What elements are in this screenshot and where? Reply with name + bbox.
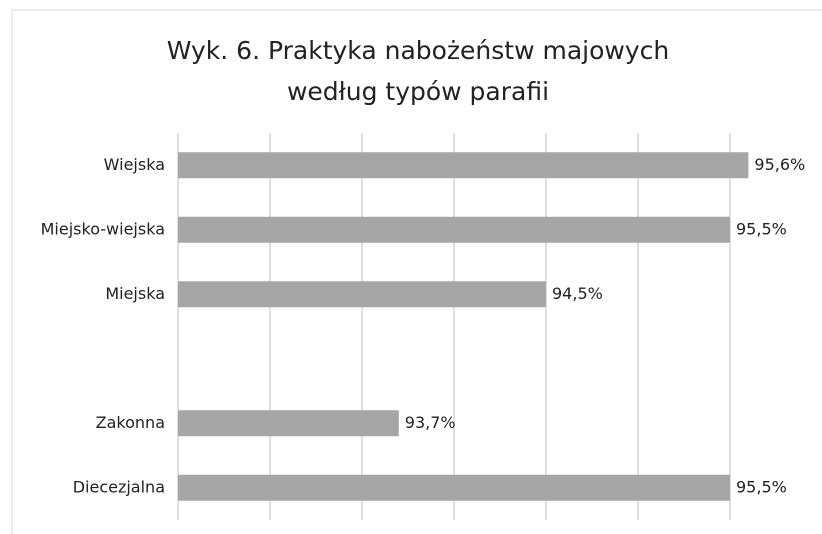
value-label: 95,5% [736, 477, 787, 496]
value-label: 95,5% [736, 219, 787, 238]
y-tick-label: Wiejska [104, 155, 165, 174]
y-tick-label: Diecezjalna [73, 477, 165, 496]
y-tick-label: Zakonna [96, 413, 165, 432]
value-label: 93,7% [405, 413, 456, 432]
y-tick-label: Miejska [105, 284, 165, 303]
bar [178, 281, 546, 308]
bar [178, 474, 730, 501]
value-label: 95,6% [754, 155, 805, 174]
chart-frame [11, 9, 822, 534]
chart-title: Wyk. 6. Praktyka nabożeństw majowych [167, 36, 670, 65]
value-label: 94,5% [552, 284, 603, 303]
bar [178, 152, 749, 179]
chart-title: według typów parafii [287, 77, 549, 106]
y-tick-label: Miejsko-wiejska [41, 219, 165, 238]
bar [178, 410, 399, 437]
bar [178, 216, 730, 243]
